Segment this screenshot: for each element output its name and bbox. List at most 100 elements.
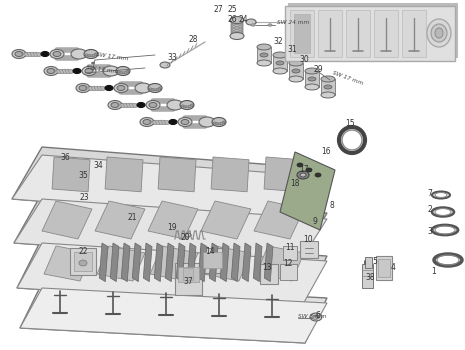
Ellipse shape [105,85,113,91]
Polygon shape [154,243,163,282]
Polygon shape [318,10,342,57]
Ellipse shape [119,71,122,74]
Ellipse shape [73,69,81,74]
Text: 22: 22 [78,247,88,257]
Polygon shape [285,6,455,61]
Ellipse shape [92,55,95,57]
Polygon shape [280,264,297,280]
Text: 33: 33 [167,54,177,63]
Ellipse shape [427,19,451,47]
Ellipse shape [289,60,303,66]
Text: 1: 1 [432,267,436,276]
Ellipse shape [297,171,309,179]
Polygon shape [300,241,318,258]
Ellipse shape [153,89,157,91]
Polygon shape [175,263,202,295]
Ellipse shape [289,76,303,82]
Text: 37: 37 [183,278,193,287]
Ellipse shape [89,55,93,57]
Polygon shape [42,201,92,239]
Text: 23: 23 [79,194,89,203]
Ellipse shape [304,21,308,23]
Ellipse shape [230,33,244,40]
Polygon shape [231,243,240,282]
Ellipse shape [167,100,183,110]
Ellipse shape [251,24,255,26]
Ellipse shape [137,103,145,107]
Ellipse shape [108,100,122,110]
Polygon shape [97,246,145,281]
Polygon shape [280,152,335,230]
Polygon shape [187,243,196,282]
Ellipse shape [114,84,128,92]
Ellipse shape [50,49,64,58]
Ellipse shape [306,168,312,172]
Polygon shape [201,201,251,239]
Ellipse shape [220,122,223,125]
Text: 11: 11 [285,244,295,252]
Polygon shape [288,3,458,58]
Ellipse shape [156,89,159,91]
Ellipse shape [257,44,271,50]
Polygon shape [148,201,198,239]
Text: 10: 10 [303,236,313,245]
Polygon shape [100,243,108,282]
Ellipse shape [94,54,97,56]
Polygon shape [17,238,327,306]
Ellipse shape [82,66,96,76]
Ellipse shape [76,84,90,92]
Ellipse shape [308,77,316,81]
Ellipse shape [222,122,225,124]
Polygon shape [253,243,262,282]
Text: 18: 18 [290,178,300,188]
Polygon shape [183,268,193,280]
Text: SW 19 mm: SW 19 mm [86,65,119,75]
Ellipse shape [146,100,160,110]
Ellipse shape [186,106,188,108]
Ellipse shape [218,123,220,125]
Polygon shape [402,10,426,57]
Ellipse shape [300,173,306,177]
Polygon shape [257,47,271,63]
Text: 34: 34 [93,161,103,169]
Text: 8: 8 [330,201,334,210]
Text: 38: 38 [365,273,375,282]
Ellipse shape [126,71,129,73]
Text: 13: 13 [262,264,272,273]
Ellipse shape [273,68,287,74]
Polygon shape [110,243,119,282]
Polygon shape [158,157,196,192]
Polygon shape [178,267,199,282]
Text: 20: 20 [180,233,190,243]
Ellipse shape [126,70,129,72]
Text: 19: 19 [167,224,177,232]
Text: 16: 16 [321,147,331,156]
Text: 14: 14 [205,247,215,257]
Ellipse shape [15,51,23,56]
Polygon shape [283,246,297,260]
Polygon shape [20,288,327,343]
Polygon shape [143,243,152,282]
Ellipse shape [273,52,287,58]
Ellipse shape [117,85,125,91]
Ellipse shape [151,89,154,91]
Ellipse shape [85,54,88,56]
Ellipse shape [257,60,271,66]
Ellipse shape [79,260,87,266]
Text: SW 3 mm: SW 3 mm [298,315,326,320]
Text: SW 17 mm: SW 17 mm [96,52,129,62]
Ellipse shape [260,53,268,57]
Text: 12: 12 [283,259,293,267]
Polygon shape [365,257,372,268]
Ellipse shape [321,76,335,82]
Polygon shape [346,10,370,57]
Polygon shape [264,243,273,282]
Text: 28: 28 [188,35,198,44]
Ellipse shape [149,88,152,90]
Polygon shape [121,243,130,282]
Polygon shape [209,243,218,282]
Ellipse shape [305,84,319,90]
Polygon shape [12,147,327,221]
Ellipse shape [297,163,303,167]
Text: 4: 4 [391,264,395,273]
